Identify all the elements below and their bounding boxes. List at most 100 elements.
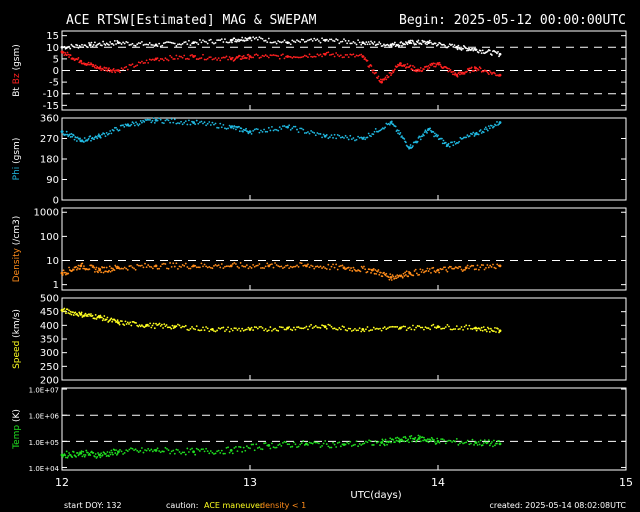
data-point [463,72,466,75]
data-point [205,41,208,43]
data-point [319,446,322,449]
series-bt [60,36,502,58]
data-point [260,56,262,59]
data-point [430,271,432,274]
data-point [412,69,415,72]
data-point [398,441,401,444]
data-point [475,48,478,51]
data-point [150,59,153,61]
data-point [145,43,148,46]
data-point [354,55,356,58]
data-point [282,53,284,56]
data-point [311,327,314,330]
data-point [129,124,132,127]
data-point [81,43,83,46]
data-point [437,63,440,66]
data-point [243,40,246,42]
data-point [350,267,352,269]
data-point [472,264,475,267]
data-point [64,310,67,312]
data-point [133,44,135,47]
data-point [316,441,319,444]
data-point [375,71,378,74]
data-point [163,323,166,326]
data-point [253,54,256,56]
data-point [183,325,186,328]
data-point [184,324,187,327]
data-point [245,39,247,42]
data-point [307,263,309,266]
y-tick-label: 250 [40,362,59,373]
data-point [213,265,215,267]
data-point [372,71,374,74]
data-point [198,57,201,60]
data-point [159,451,162,454]
data-point [354,42,356,44]
data-point [147,264,150,266]
data-point [441,142,444,145]
data-point [294,265,297,268]
data-point [428,268,431,270]
data-point [438,326,441,328]
data-point [477,133,480,136]
data-point [372,133,375,136]
data-point [481,49,484,52]
data-point [108,44,110,46]
data-point [188,451,190,453]
data-point [355,43,358,46]
y-tick-label: 400 [40,321,59,332]
data-point [313,55,316,58]
data-point [225,328,228,331]
data-point [311,442,314,445]
data-point [141,41,143,43]
data-point [130,123,133,126]
data-point [324,267,327,270]
data-point [275,42,278,45]
data-point [297,265,300,268]
data-point [224,265,226,268]
data-point [245,445,248,448]
data-point [82,46,85,49]
data-point [478,327,481,330]
data-point [234,40,237,43]
data-point [137,124,140,127]
data-point [225,446,228,449]
data-point [119,41,121,44]
data-point [414,70,417,72]
data-point [197,266,200,269]
data-point [198,121,201,124]
data-point [269,447,272,450]
data-point [327,263,330,266]
data-point [352,53,355,56]
data-point [253,326,256,328]
data-point [111,71,114,73]
data-point [264,54,267,56]
data-point [200,41,203,44]
data-point [282,441,284,444]
y-axis-label: Temp (K) [12,409,22,450]
data-point [104,69,107,72]
data-point [283,328,286,331]
data-point [252,329,255,331]
data-point [267,56,270,59]
data-point [346,53,349,56]
y-tick-label: 0 [53,66,59,77]
data-point [302,440,305,442]
data-point [405,329,408,332]
data-point [412,145,414,147]
data-point [248,130,252,134]
data-point [92,451,95,454]
data-point [482,326,485,328]
data-point [446,440,449,443]
data-point [475,131,478,134]
data-point [417,434,420,437]
data-point [153,327,156,330]
data-point [346,42,349,45]
data-point [319,133,322,135]
data-point [432,62,435,65]
data-point [305,40,308,43]
data-point [318,326,320,329]
data-point [300,127,303,130]
data-point [137,264,140,267]
data-point [99,136,102,139]
